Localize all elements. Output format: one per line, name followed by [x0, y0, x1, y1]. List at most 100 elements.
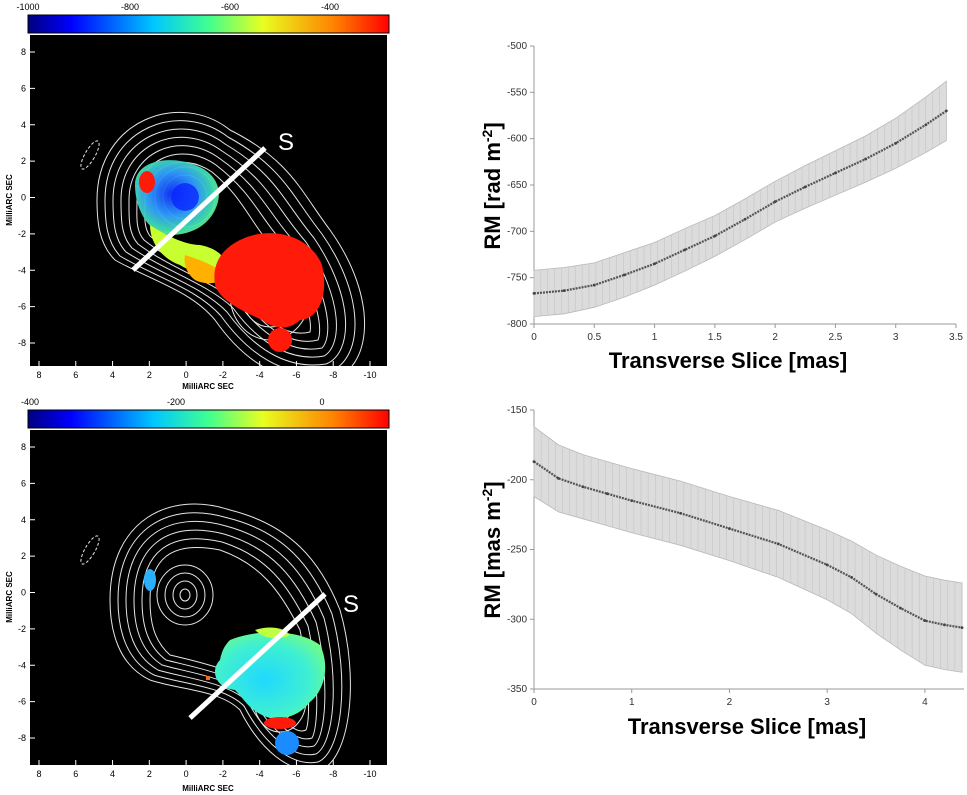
map-x-tick: 0: [184, 370, 189, 380]
map-x-tick: -10: [363, 769, 376, 779]
map-y-tick: 2: [21, 156, 26, 166]
data-point: [743, 217, 747, 221]
data-point: [899, 606, 902, 610]
colorbar-tick: -1000: [16, 2, 39, 12]
map-x-tick: -6: [292, 370, 300, 380]
data-point: [532, 460, 536, 464]
map-panel-bottom: [30, 430, 387, 765]
x-axis-title-bottom: Transverse Slice [mas]: [628, 714, 866, 739]
map-y-tick: 0: [21, 193, 26, 203]
rm-map-top: -1000 -800 -6 0 0 -400: [5, 2, 390, 391]
y-axis-title-main: RM [mas m: [480, 501, 505, 618]
map-y-label-bottom: MilliARC SEC: [5, 571, 14, 623]
slice-label-top: S: [278, 129, 294, 156]
x-tick-label: 3.5: [949, 332, 963, 343]
map-x-tick: 6: [73, 769, 78, 779]
map-y-tick: -4: [18, 265, 26, 275]
map-y-tick: 6: [21, 83, 26, 93]
y-axis-title-close: ]: [480, 481, 505, 488]
x-tick-label: 3: [893, 332, 899, 343]
map-x-tick: -8: [329, 769, 337, 779]
y-tick-label: -300: [507, 614, 527, 625]
map-y-tick: -8: [18, 338, 26, 348]
map-y-tick: 8: [21, 47, 26, 57]
y-tick-label: -350: [507, 684, 527, 695]
map-y-tick: -6: [18, 302, 26, 312]
data-point: [803, 185, 807, 189]
data-point: [776, 542, 780, 546]
map-x-tick: -10: [363, 370, 376, 380]
x-tick-label: 1: [629, 697, 635, 708]
map-axes-top: 8 6 4 2 0 -2 -4 -6 -8 8 6 4 2 0 -2 -4 -6 -8 -10: [18, 47, 377, 380]
data-point: [592, 283, 596, 287]
colorbar-tick: -400: [21, 397, 39, 407]
map-y-tick: 6: [21, 478, 26, 488]
map-x-tick: 8: [36, 769, 41, 779]
map-x-tick: 4: [110, 769, 115, 779]
y-tick-label: -150: [507, 405, 527, 416]
x-tick-label: 1: [652, 332, 658, 343]
map-x-tick: 4: [110, 370, 115, 380]
x-tick-label: 3: [824, 697, 830, 708]
y-axis-title-main: RM [rad m: [480, 142, 505, 250]
map-y-tick: 8: [21, 442, 26, 452]
rm-blobs-top: [135, 160, 325, 352]
data-point: [630, 499, 634, 503]
y-tick-label: -500: [507, 41, 527, 52]
x-tick-label: 0: [531, 332, 537, 343]
x-tick-label: 0.5: [587, 332, 601, 343]
colorbar-tick: 0: [319, 397, 324, 407]
map-x-tick: -4: [256, 370, 264, 380]
map-x-tick: 0: [184, 769, 189, 779]
map-y-tick: 2: [21, 551, 26, 561]
data-point: [923, 619, 927, 623]
data-point: [944, 109, 948, 113]
y-tick-label: -200: [507, 475, 527, 486]
map-y-tick: -2: [18, 624, 26, 634]
map-x-tick: -4: [256, 769, 264, 779]
data-point: [864, 157, 867, 161]
y-tick-label: -550: [507, 87, 527, 98]
x-tick-label: 1.5: [708, 332, 722, 343]
data-point: [713, 234, 717, 238]
data-point: [653, 262, 656, 266]
data-point: [773, 200, 777, 204]
y-tick-label: -600: [507, 134, 527, 145]
data-point: [679, 511, 682, 515]
slice-line-bottom: [188, 592, 327, 720]
map-axes-bottom: 8 6 4 2 0 -2 -4 -6 -8 8 6 4 2 0 -2 -4 -6 -8 -10: [18, 442, 377, 779]
data-point: [874, 592, 878, 596]
map-y-tick: -4: [18, 660, 26, 670]
data-point: [562, 289, 566, 293]
map-y-tick: -6: [18, 697, 26, 707]
y-tick-label: -800: [507, 319, 527, 330]
map-x-tick: -6: [292, 769, 300, 779]
data-point: [532, 292, 536, 295]
y-axis-title-sup: -2: [479, 129, 495, 142]
map-x-label-top: MilliARC SEC: [182, 382, 234, 391]
map-x-tick: 6: [73, 370, 78, 380]
map-y-tick: 0: [21, 588, 26, 598]
map-x-label-bottom: MilliARC SEC: [182, 784, 234, 793]
data-point: [581, 485, 585, 489]
map-y-tick: -8: [18, 733, 26, 743]
data-point: [557, 476, 560, 480]
rm-profile-plot-top: -500 -550 -600 -650 -700 -750 -800 0 0.5 1 1.5 2 2.5…: [507, 41, 963, 343]
data-point: [825, 563, 829, 567]
data-point: [605, 492, 609, 496]
data-point: [924, 123, 928, 127]
rm-profile-plot-bottom: -150 -200 -250 -300 -350 0 1 2 3 4: [507, 405, 964, 708]
map-x-tick: 2: [147, 769, 152, 779]
colorbar-bottom: [27, 409, 390, 429]
rm-map-bottom: -400 -2 0 0 0: [5, 397, 390, 793]
slice-line-top: [131, 146, 267, 272]
data-point: [894, 141, 898, 145]
colorbar-tick: -400: [321, 2, 339, 12]
colorbar-tick: -800: [121, 2, 139, 12]
map-x-tick: -2: [219, 769, 227, 779]
y-axis-title-close: ]: [480, 122, 505, 129]
data-point: [623, 273, 626, 277]
colorbar-top: [27, 14, 390, 34]
x-tick-label: 0: [531, 697, 537, 708]
